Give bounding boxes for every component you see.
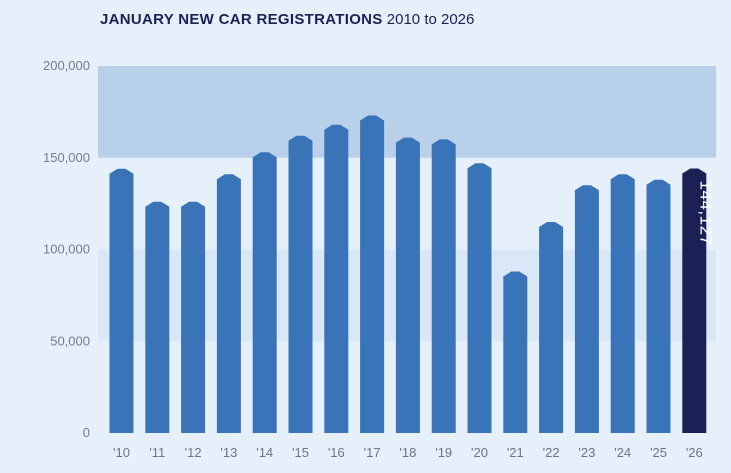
bar-16 — [324, 124, 349, 433]
x-tick-label: '26 — [686, 445, 703, 460]
bar-26 — [682, 168, 707, 433]
x-tick-label: '20 — [471, 445, 488, 460]
x-tick-label: '19 — [435, 445, 452, 460]
bar-24 — [610, 174, 635, 433]
bar-14 — [252, 152, 277, 433]
bar-23 — [574, 185, 599, 433]
x-tick-label: '12 — [185, 445, 202, 460]
x-tick-label: '23 — [578, 445, 595, 460]
bar-10 — [109, 168, 134, 433]
bar-18 — [395, 137, 420, 433]
x-tick-label: '10 — [113, 445, 130, 460]
x-tick-label: '14 — [256, 445, 273, 460]
data-label: 144,127 — [696, 181, 715, 246]
y-tick-label: 200,000 — [43, 58, 90, 73]
bar-21 — [503, 271, 528, 433]
bar-22 — [539, 221, 564, 433]
x-tick-label: '11 — [149, 445, 165, 460]
chart-title-main: JANUARY NEW CAR REGISTRATIONS — [100, 11, 383, 28]
chart-title-range: 2010 to 2026 — [386, 11, 475, 28]
y-tick-label: 0 — [83, 425, 90, 440]
bar-17 — [360, 115, 385, 434]
bar-11 — [145, 201, 170, 433]
x-tick-label: '15 — [292, 445, 309, 460]
x-tick-label: '18 — [399, 445, 416, 460]
x-tick-label: '21 — [507, 445, 524, 460]
bar-13 — [216, 174, 241, 433]
chart-title: JANUARY NEW CAR REGISTRATIONS 2010 to 20… — [100, 11, 474, 28]
x-tick-label: '22 — [543, 445, 560, 460]
bar-25 — [646, 179, 671, 433]
x-tick-label: '24 — [614, 445, 631, 460]
x-tick-label: '16 — [328, 445, 345, 460]
y-tick-label: 150,000 — [43, 150, 90, 165]
y-tick-label: 50,000 — [50, 333, 90, 348]
y-tick-label: 100,000 — [43, 242, 90, 257]
bar-15 — [288, 135, 313, 434]
x-tick-label: '25 — [650, 445, 667, 460]
x-tick-label: '17 — [364, 445, 381, 460]
x-tick-label: '13 — [220, 445, 237, 460]
bar-19 — [431, 139, 456, 433]
bar-12 — [181, 201, 206, 433]
bar-20 — [467, 163, 492, 433]
